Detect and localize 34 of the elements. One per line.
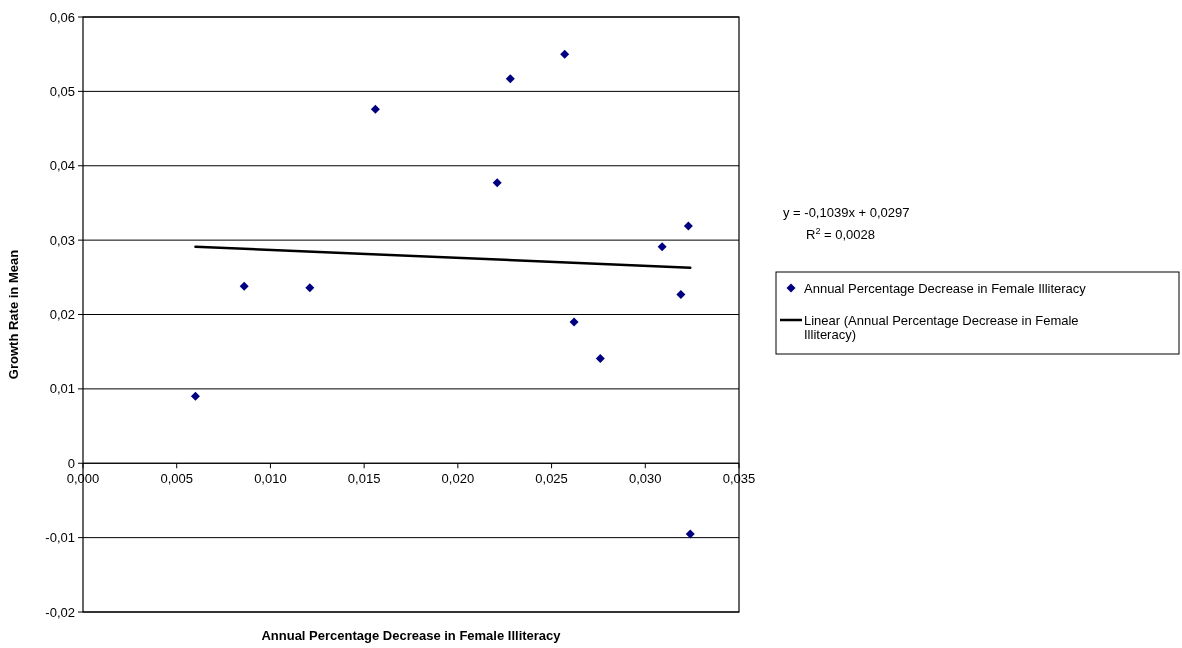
y-tick-label: 0,05: [49, 83, 75, 99]
x-axis-title: Annual Percentage Decrease in Female Illiteracy: [261, 628, 562, 643]
legend-label: Linear (Annual Percentage Decrease in Female Illiteracy): [804, 312, 1079, 342]
point: [676, 289, 686, 299]
text: R$^{2}$ = 0,0028: [806, 226, 876, 242]
point: [683, 221, 693, 231]
x-tick-label: 0,010: [254, 471, 287, 487]
point: [685, 529, 695, 539]
y-tick-label: 0,06: [49, 9, 75, 25]
point: [190, 391, 200, 401]
y-tick-label: 0,01: [49, 381, 75, 397]
x-tick-label: 0,030: [629, 471, 662, 487]
point: [560, 49, 570, 59]
y-tick-label: 0: [67, 455, 75, 471]
point: [657, 242, 667, 252]
y-tick-label: -0,02: [45, 604, 75, 620]
point: [595, 353, 605, 363]
x-tick-label: 0,005: [160, 471, 193, 487]
x-tick-label: 0,015: [347, 471, 381, 487]
point: [492, 178, 502, 188]
point: [505, 74, 515, 84]
y-tick-label: 0,02: [49, 307, 75, 322]
point: [305, 283, 315, 293]
point: [370, 104, 380, 114]
y-axis-title: Growth Rate in Mean: [6, 249, 21, 380]
point: [569, 317, 579, 327]
y-tick-label: 0,03: [49, 232, 75, 248]
x-tick-label: 0,025: [535, 471, 568, 487]
legend-label: Annual Percentage Decrease in Female Illiteracy: [804, 280, 1087, 296]
y-tick-label: 0,04: [49, 158, 75, 174]
y-tick-label: -0,01: [45, 530, 75, 546]
text: y = -0,1039x + 0,0297: [783, 205, 910, 220]
point: [239, 281, 249, 291]
x-tick-label: 0,020: [441, 471, 475, 487]
